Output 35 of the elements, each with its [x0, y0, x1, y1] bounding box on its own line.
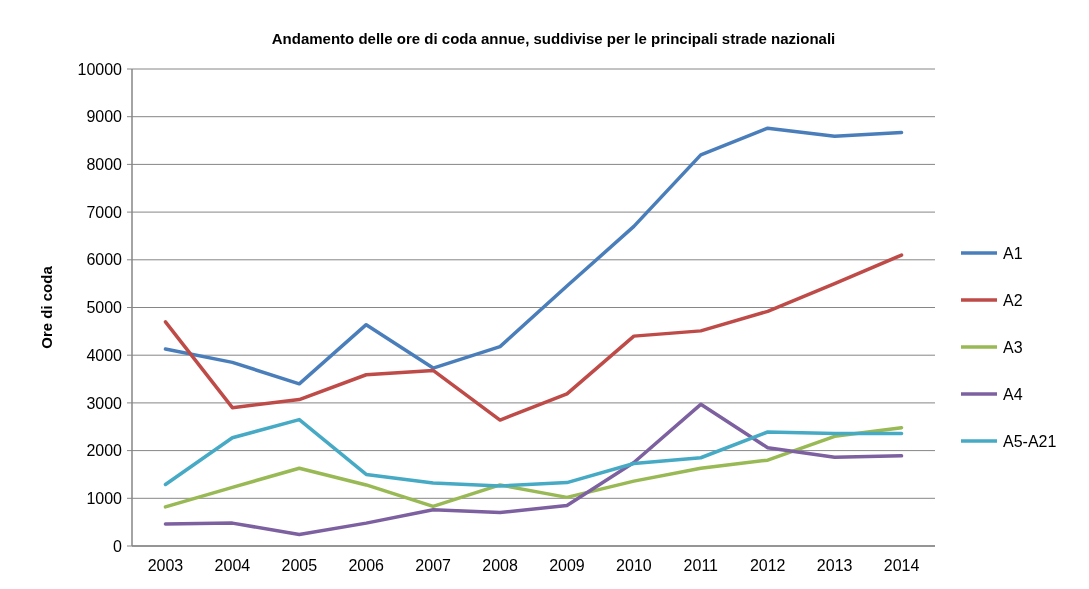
y-tick-label: 9000: [86, 108, 123, 126]
x-tick-label: 2004: [214, 557, 251, 574]
x-tick-label: 2008: [482, 557, 518, 574]
y-tick-label: 0: [113, 537, 123, 555]
x-tick-label: 2005: [281, 557, 318, 574]
x-tick-label: 2010: [616, 557, 652, 574]
x-tick-label: 2007: [415, 557, 452, 574]
line-series: [163, 253, 904, 422]
y-axis-title: Ore di coda: [38, 265, 55, 349]
x-tick-label: 2006: [348, 557, 385, 574]
legend-label: A3: [1003, 338, 1023, 356]
legend-label: A5-A21: [1003, 432, 1057, 450]
x-tick-label: 2012: [749, 557, 786, 574]
y-tick-label: 7000: [86, 203, 123, 221]
y-tick-label: 8000: [86, 156, 123, 173]
line-series: [163, 417, 904, 488]
x-tick-label: 2014: [883, 557, 920, 574]
x-tick-label: 2011: [683, 557, 719, 574]
chart-title: Andamento delle ore di coda annue, suddivise per le principali strade nazionali: [271, 30, 836, 47]
y-tick-label: 10000: [77, 60, 123, 78]
x-tick-label: 2009: [549, 557, 585, 574]
y-tick-label: 1000: [86, 489, 123, 507]
y-tick-label: 2000: [86, 442, 123, 460]
line-series: [163, 402, 904, 537]
y-tick-label: 3000: [86, 394, 123, 412]
legend-label: A4: [1003, 385, 1023, 403]
x-tick-label: 2013: [816, 557, 853, 574]
y-tick-label: 6000: [86, 251, 123, 269]
legend-label: A1: [1003, 244, 1023, 262]
y-tick-label: 4000: [86, 346, 123, 364]
y-tick-label: 5000: [86, 299, 123, 317]
x-tick-label: 2003: [147, 557, 184, 574]
line-series: [163, 425, 904, 509]
legend-label: A2: [1003, 291, 1023, 309]
line-series: [163, 126, 904, 386]
